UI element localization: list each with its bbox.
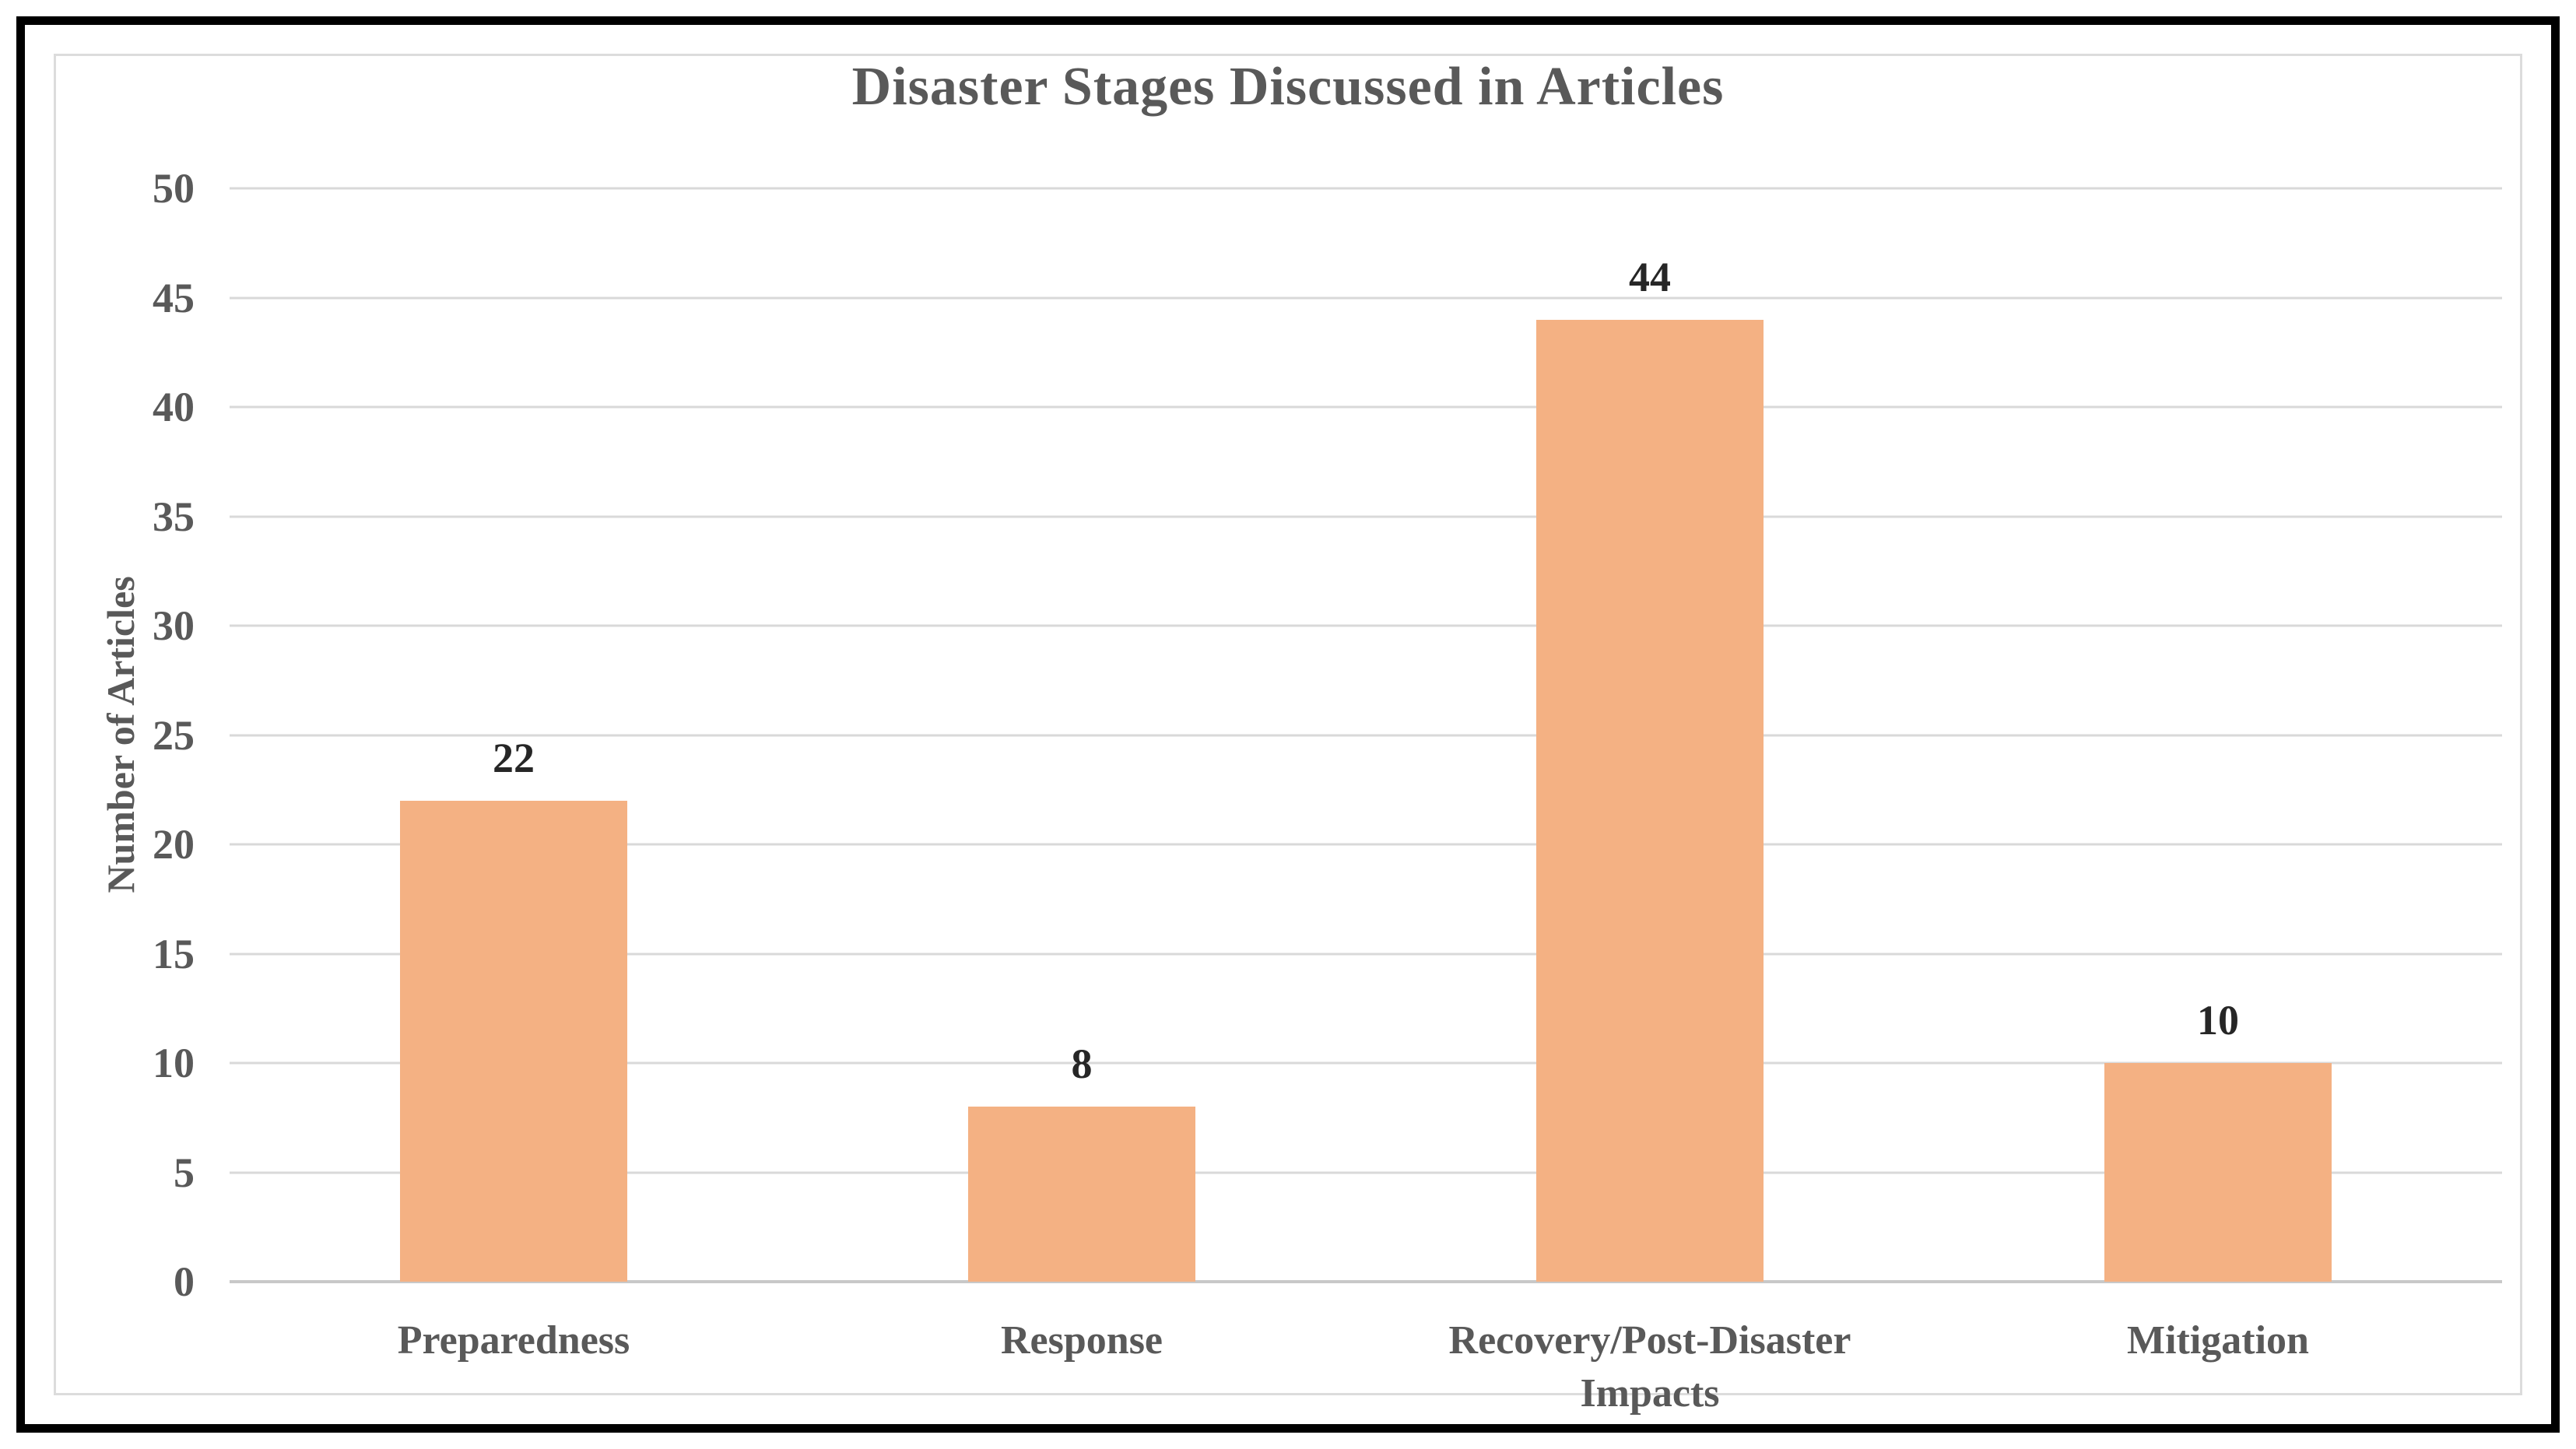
- y-tick-label: 45: [153, 274, 195, 321]
- bar-value-label: 8: [1071, 1040, 1093, 1088]
- y-tick-label: 0: [174, 1258, 195, 1305]
- gridline: [230, 515, 2502, 518]
- plot-area: Preparedness Response Recovery/Post-Disast…: [153, 167, 2502, 1416]
- y-tick-label: 50: [153, 165, 195, 212]
- y-tick-label: 25: [153, 711, 195, 759]
- gridline: [230, 624, 2502, 627]
- bar-value-label: 22: [493, 734, 535, 781]
- gridline: [230, 1061, 2502, 1065]
- gridline: [230, 187, 2502, 190]
- gridline: [230, 405, 2502, 409]
- bar: [2104, 1063, 2332, 1282]
- x-axis-line: [230, 1280, 2502, 1283]
- y-tick-label: 15: [153, 930, 195, 977]
- y-tick-label: 20: [153, 821, 195, 868]
- y-tick-label: 5: [174, 1149, 195, 1196]
- bar: [400, 800, 627, 1282]
- y-tick-label: 30: [153, 602, 195, 649]
- y-axis-title: Number of Articles: [99, 576, 142, 893]
- y-tick-label: 35: [153, 493, 195, 540]
- y-tick-label: 10: [153, 1040, 195, 1086]
- x-axis-category-label: Mitigation: [2127, 1318, 2309, 1363]
- x-axis-labels: Preparedness Response Recovery/Post-Disast…: [230, 1282, 2502, 1422]
- gridline: [230, 296, 2502, 299]
- bar: [1536, 319, 1764, 1282]
- y-tick-label: 40: [153, 384, 195, 430]
- gridline: [230, 843, 2502, 846]
- chart-title: Disaster Stages Discussed in Articles: [851, 57, 1725, 117]
- gridline: [230, 1171, 2502, 1174]
- chart-inner-border: [54, 54, 2522, 1395]
- bar-value-label: 44: [1629, 253, 1671, 300]
- gridline: [230, 734, 2502, 736]
- x-axis-category-label: Preparedness: [397, 1318, 630, 1363]
- bar: [968, 1107, 1195, 1282]
- bar-value-label: 10: [2197, 997, 2239, 1044]
- gridline: [230, 953, 2502, 955]
- x-axis-category-label: Response: [1000, 1318, 1163, 1363]
- x-axis-category-label: Recovery/Post-Disaster Impacts: [1448, 1318, 1851, 1416]
